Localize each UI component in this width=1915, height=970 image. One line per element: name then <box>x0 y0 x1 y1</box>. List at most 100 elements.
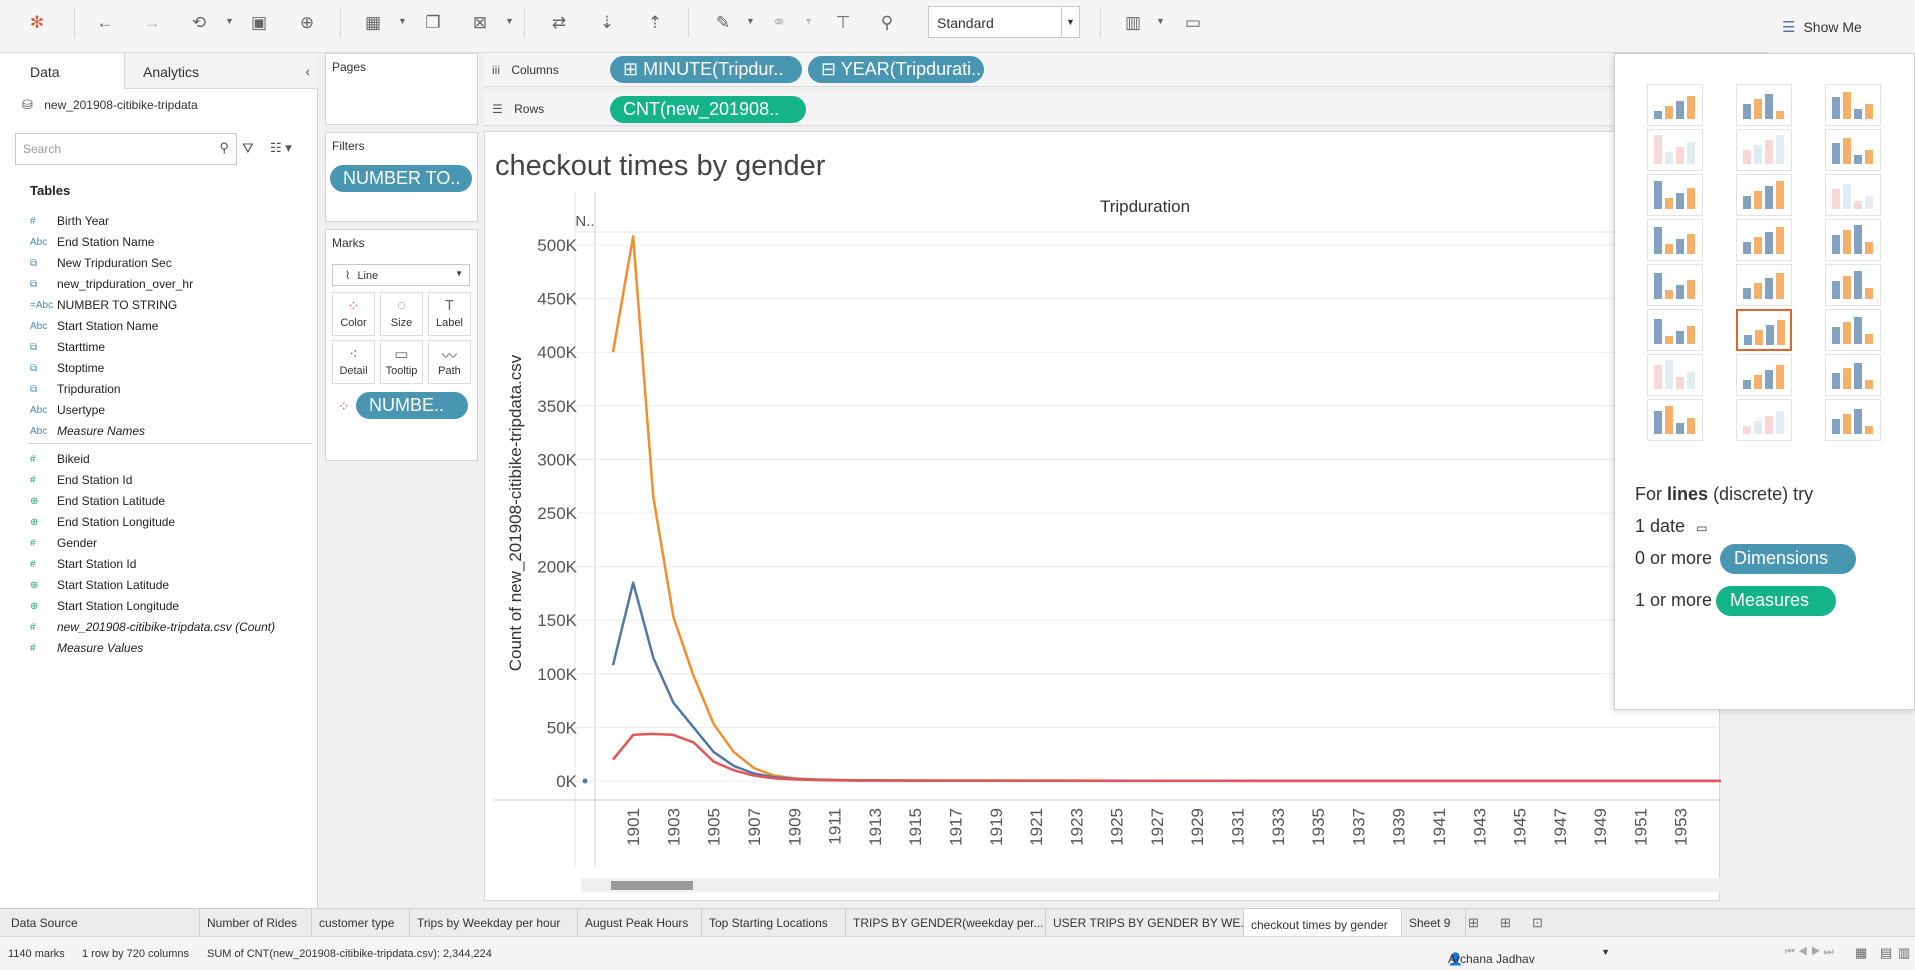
undo-icon[interactable]: ← <box>96 13 114 32</box>
column-pill-year-tripduration[interactable]: ⊟ YEAR(Tripdurati.. <box>808 56 984 83</box>
field-item[interactable]: ⧉ New Tripduration Sec <box>30 253 172 273</box>
field-item[interactable]: # Measure Values <box>30 638 143 658</box>
chart-type-option[interactable] <box>1825 84 1881 126</box>
sheet-tab[interactable]: August Peak Hours <box>578 909 702 937</box>
tabs-view-icon[interactable]: ▥ <box>1898 945 1911 960</box>
field-item[interactable]: ⊕ End Station Longitude <box>30 512 175 532</box>
sheet-tab[interactable]: customer type <box>312 909 410 937</box>
chart-type-option[interactable] <box>1736 354 1792 396</box>
field-item[interactable]: # Gender <box>30 533 97 553</box>
new-worksheet-tab-icon[interactable]: ⊞ <box>1468 915 1479 930</box>
chart-type-option[interactable] <box>1825 354 1881 396</box>
sheet-sorter-icon[interactable]: ▦ <box>1855 945 1868 960</box>
swap-rows-columns-icon[interactable]: ⇄ <box>551 13 567 32</box>
field-item[interactable]: ⧉ Starttime <box>30 337 105 357</box>
chart-type-option[interactable] <box>1647 84 1703 126</box>
label-mark-button[interactable]: T Label <box>428 292 471 336</box>
mark-type-select[interactable]: ⌇ Line ▼ <box>332 264 470 286</box>
search-input[interactable]: Search ⚲ <box>15 133 237 165</box>
new-worksheet-icon[interactable]: ▦ <box>364 13 382 32</box>
field-item[interactable]: Abc Start Station Name <box>30 316 158 336</box>
new-dashboard-tab-icon[interactable]: ⊞ <box>1500 915 1511 930</box>
chart-type-option[interactable] <box>1825 399 1881 441</box>
datasource-item[interactable]: ⛁ new_201908-citibike-tripdata <box>22 97 198 113</box>
chart-type-option[interactable] <box>1736 174 1792 216</box>
field-item[interactable]: ⊕ Start Station Longitude <box>30 596 179 616</box>
field-item[interactable]: ⊕ End Station Latitude <box>30 491 165 511</box>
clear-sheet-dropdown-icon[interactable]: ▼ <box>505 16 514 26</box>
group-dropdown-icon[interactable]: ▼ <box>804 16 813 26</box>
tab-navigation-icon[interactable]: ⏮ ◀ ▶ ⏭ <box>1785 946 1834 958</box>
show-mark-labels-icon[interactable]: ⊤ <box>835 13 851 32</box>
chart-type-option[interactable] <box>1736 309 1792 351</box>
replay-dropdown-icon[interactable]: ▼ <box>225 16 234 26</box>
line-chart[interactable]: Tripduration N.. 0K 50K 100K 150K 200K 250K 300K… <box>485 132 1721 902</box>
field-item[interactable]: ⧉ Stoptime <box>30 358 104 378</box>
user-menu[interactable]: 👤 Archana Jadhav ▼ <box>1440 941 1618 966</box>
field-item[interactable]: =Abc NUMBER TO STRING <box>30 295 177 315</box>
duplicate-sheet-icon[interactable]: ❐ <box>425 13 441 32</box>
field-item[interactable]: ⊕ Start Station Latitude <box>30 575 169 595</box>
tableau-logo-icon[interactable]: ✻ <box>29 13 45 32</box>
chart-type-option[interactable] <box>1647 264 1703 306</box>
field-item[interactable]: # Birth Year <box>30 211 109 231</box>
new-story-tab-icon[interactable]: ⊡ <box>1532 915 1543 930</box>
tab-analytics[interactable]: Analytics ‹ <box>124 53 318 89</box>
field-item[interactable]: Abc Measure Names <box>30 421 145 441</box>
field-item[interactable]: # Start Station Id <box>30 554 136 574</box>
sheet-tab[interactable]: Trips by Weekday per hour <box>410 909 578 937</box>
redo-icon[interactable]: → <box>143 13 161 32</box>
field-item[interactable]: # Bikeid <box>30 449 90 469</box>
chart-type-option[interactable] <box>1825 174 1881 216</box>
chart-type-option[interactable] <box>1736 84 1792 126</box>
filter-fields-icon[interactable]: ⛛ <box>242 140 254 156</box>
detail-mark-button[interactable]: ⁖ Detail <box>332 340 375 384</box>
collapse-pane-icon[interactable]: ‹ <box>305 63 310 79</box>
tab-data[interactable]: Data <box>0 53 124 89</box>
highlight-icon[interactable]: ✎ <box>715 13 731 32</box>
show-cards-icon[interactable]: ▥ <box>1124 13 1142 32</box>
new-datasource-icon[interactable]: ⊕ <box>299 13 315 32</box>
show-cards-dropdown-icon[interactable]: ▼ <box>1156 16 1165 26</box>
sheet-tab[interactable]: USER TRIPS BY GENDER BY WE... <box>1046 909 1244 937</box>
sheet-tab[interactable]: TRIPS BY GENDER(weekday per... <box>846 909 1046 937</box>
size-mark-button[interactable]: ◌ Size <box>380 292 423 336</box>
replay-icon[interactable]: ⟲ <box>191 13 207 32</box>
sheet-tab[interactable]: checkout times by gender <box>1244 909 1402 937</box>
field-item[interactable]: Abc End Station Name <box>30 232 154 252</box>
row-pill-count[interactable]: CNT(new_201908.. <box>610 96 806 123</box>
sheet-tab[interactable]: Top Starting Locations <box>702 909 846 937</box>
chart-type-option[interactable] <box>1647 354 1703 396</box>
field-item[interactable]: Abc Usertype <box>30 400 105 420</box>
chart-type-option[interactable] <box>1736 399 1792 441</box>
color-mark-button[interactable]: ⁘ Color <box>332 292 375 336</box>
marks-pill-number-to-string[interactable]: NUMBE.. <box>356 392 468 419</box>
chart-type-option[interactable] <box>1736 129 1792 171</box>
field-item[interactable]: # new_201908-citibike-tripdata.csv (Count… <box>30 617 275 637</box>
chart-type-option[interactable] <box>1825 219 1881 261</box>
column-pill-minute-tripduration[interactable]: ⊞ MINUTE(Tripdur.. <box>610 56 802 83</box>
chart-type-option[interactable] <box>1647 399 1703 441</box>
chart-type-option[interactable] <box>1825 264 1881 306</box>
filmstrip-icon[interactable]: ▤ <box>1880 945 1893 960</box>
field-item[interactable]: # End Station Id <box>30 470 132 490</box>
chart-type-option[interactable] <box>1647 219 1703 261</box>
sheet-tab[interactable]: Number of Rides <box>200 909 312 937</box>
sheet-tab[interactable]: Data Source <box>4 909 200 937</box>
group-members-icon[interactable]: ⚭ <box>771 13 787 32</box>
show-me-button[interactable]: ☰ Show Me <box>1768 0 1915 53</box>
chart-type-option[interactable] <box>1825 129 1881 171</box>
chart-type-option[interactable] <box>1825 309 1881 351</box>
chart-type-option[interactable] <box>1647 309 1703 351</box>
chart-type-option[interactable] <box>1736 219 1792 261</box>
chart-type-option[interactable] <box>1647 129 1703 171</box>
field-item[interactable]: ⧉ new_tripduration_over_hr <box>30 274 193 294</box>
new-worksheet-dropdown-icon[interactable]: ▼ <box>398 16 407 26</box>
highlight-dropdown-icon[interactable]: ▼ <box>746 16 755 26</box>
path-mark-button[interactable]: 〰 Path <box>428 340 471 384</box>
filter-pill-number-to-string[interactable]: NUMBER TO.. <box>330 165 472 192</box>
fix-axes-icon[interactable]: ⚲ <box>880 13 894 32</box>
sheet-tab[interactable]: Sheet 9 <box>1402 909 1466 937</box>
tooltip-mark-button[interactable]: ▭ Tooltip <box>380 340 423 384</box>
presentation-mode-icon[interactable]: ▭ <box>1184 13 1202 32</box>
